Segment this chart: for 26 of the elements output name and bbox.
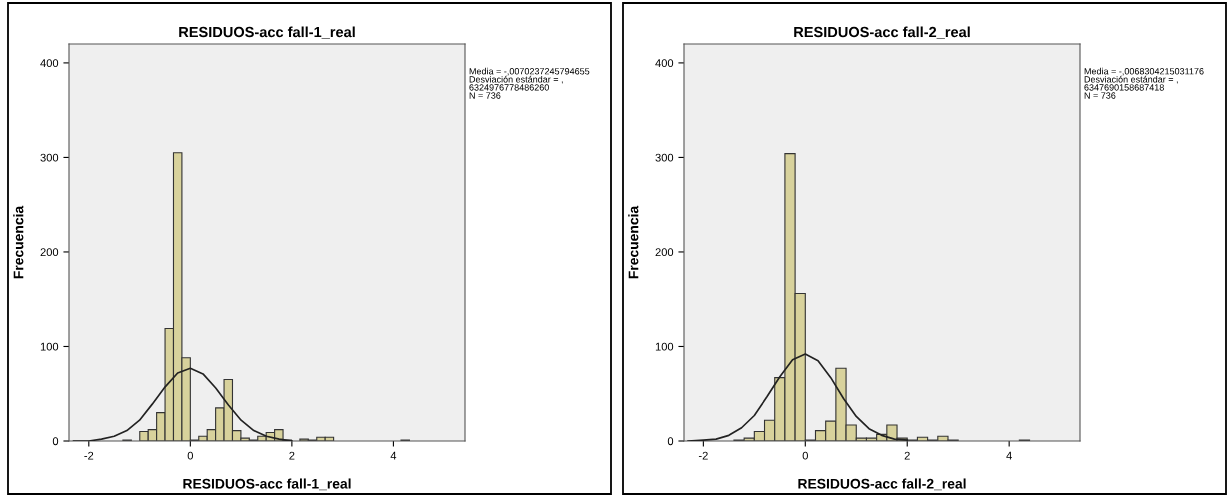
y-tick-label: 400 bbox=[40, 59, 59, 68]
y-tick-label: 300 bbox=[655, 153, 674, 162]
x-tick-label: 2 bbox=[904, 451, 910, 460]
x-axis-title: RESIDUOS-acc fall-2_real bbox=[798, 478, 966, 491]
y-tick-label: 100 bbox=[655, 342, 674, 351]
x-axis-title: RESIDUOS-acc fall-1_real bbox=[183, 478, 351, 491]
y-axis-title: Frecuencia bbox=[13, 205, 24, 279]
x-tick-label: 4 bbox=[1006, 451, 1012, 460]
x-tick-label: 2 bbox=[289, 451, 295, 460]
y-tick-label: 0 bbox=[52, 437, 59, 446]
x-tick-label: 0 bbox=[802, 451, 808, 460]
chart-title: RESIDUOS-acc fall-1_real bbox=[179, 26, 355, 39]
text: Media = -,0068304215031176 Desviación estándar = , 6347690158687418 N = 736 bbox=[1084, 67, 1204, 99]
y-tick-label: 0 bbox=[667, 437, 674, 446]
chart-title: RESIDUOS-acc fall-2_real bbox=[794, 26, 970, 39]
x-tick-label: 0 bbox=[187, 451, 193, 460]
text: Media = -,0070237245794655 Desviación estándar = , 6324976778486260 N = 736 bbox=[469, 67, 590, 99]
x-tick-label: -2 bbox=[84, 451, 94, 460]
y-tick-label: 400 bbox=[655, 59, 674, 68]
x-tick-label: 4 bbox=[390, 451, 397, 460]
y-tick-label: 200 bbox=[655, 248, 674, 257]
y-tick-label: 300 bbox=[40, 153, 59, 162]
x-tick-label: -2 bbox=[698, 451, 708, 460]
y-tick-label: 200 bbox=[40, 248, 59, 257]
y-axis-title: Frecuencia bbox=[628, 205, 639, 279]
y-tick-label: 100 bbox=[40, 342, 59, 351]
